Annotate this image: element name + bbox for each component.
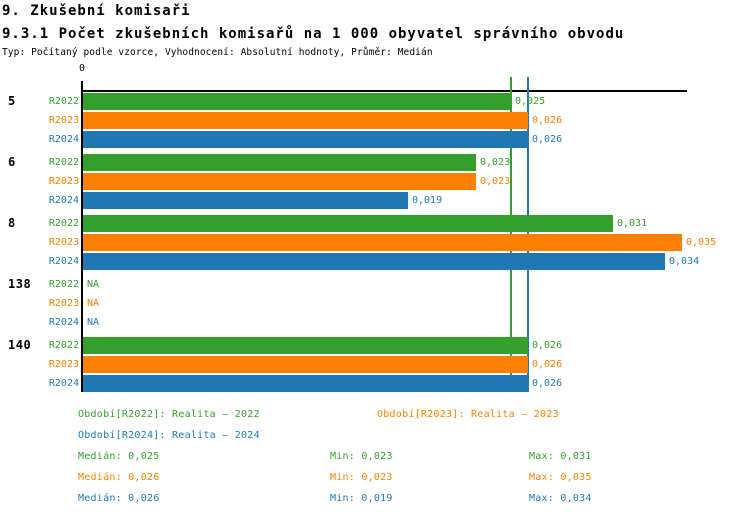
bar-value-label: 0,034 — [669, 256, 700, 267]
bar-value-label: 0,026 — [532, 115, 563, 126]
bar-5-r2023 — [83, 112, 528, 129]
bar-5-r2022 — [83, 93, 511, 110]
bar-6-r2022 — [83, 154, 476, 171]
bar-value-label: 0,035 — [686, 237, 717, 248]
bar-value-label: 0,023 — [480, 176, 511, 187]
bar-value-label: 0,026 — [532, 340, 563, 351]
bar-6-r2024 — [83, 192, 408, 209]
chart-title: 9.3.1 Počet zkušebních komisařů na 1 000… — [2, 26, 625, 42]
bar-value-label: 0,026 — [532, 134, 563, 145]
bar-8-r2022 — [83, 215, 613, 232]
group-label-138: 138 — [8, 277, 32, 291]
stat-min-r2023: Min: 0,023 — [330, 472, 393, 483]
series-label-r2024: R2024 — [48, 317, 79, 328]
stat-max-r2022: Max: 0,031 — [529, 451, 592, 462]
axis-tick — [81, 81, 83, 90]
group-label-5: 5 — [8, 94, 16, 108]
legend-r2023: Období[R2023]: Realita – 2023 — [377, 409, 559, 420]
bar-value-label: 0,026 — [532, 378, 563, 389]
bar-value-label: 0,019 — [412, 195, 443, 206]
axis-origin-label: 0 — [78, 63, 86, 74]
bar-8-r2024 — [83, 253, 665, 270]
bar-140-r2024 — [83, 375, 528, 392]
stat-median-r2022: Medián: 0,025 — [78, 451, 160, 462]
bar-140-r2023 — [83, 356, 528, 373]
bar-value-na: NA — [87, 317, 100, 328]
stat-max-r2023: Max: 0,035 — [529, 472, 592, 483]
axis-left-line — [81, 90, 83, 392]
bar-value-na: NA — [87, 298, 100, 309]
series-label-r2024: R2024 — [48, 256, 79, 267]
bar-value-label: 0,025 — [515, 96, 546, 107]
series-label-r2023: R2023 — [48, 359, 79, 370]
bar-value-label: 0,026 — [532, 359, 563, 370]
page-title: 9. Zkušební komisaři — [2, 3, 191, 19]
series-label-r2022: R2022 — [48, 218, 79, 229]
legend-r2024: Období[R2024]: Realita – 2024 — [78, 430, 260, 441]
series-label-r2023: R2023 — [48, 176, 79, 187]
series-label-r2024: R2024 — [48, 378, 79, 389]
bar-6-r2023 — [83, 173, 476, 190]
bar-8-r2023 — [83, 234, 682, 251]
series-label-r2023: R2023 — [48, 298, 79, 309]
bar-value-label: 0,031 — [617, 218, 648, 229]
stat-median-r2024: Medián: 0,026 — [78, 493, 160, 504]
bar-5-r2024 — [83, 131, 528, 148]
chart-meta: Typ: Počítaný podle vzorce, Vyhodnocení:… — [2, 47, 433, 58]
series-label-r2022: R2022 — [48, 96, 79, 107]
stat-min-r2024: Min: 0,019 — [330, 493, 393, 504]
series-label-r2023: R2023 — [48, 237, 79, 248]
series-label-r2024: R2024 — [48, 195, 79, 206]
stat-min-r2022: Min: 0,023 — [330, 451, 393, 462]
bar-value-label: 0,023 — [480, 157, 511, 168]
group-label-8: 8 — [8, 216, 16, 230]
stat-median-r2023: Medián: 0,026 — [78, 472, 160, 483]
series-label-r2024: R2024 — [48, 134, 79, 145]
axis-top-line — [81, 90, 687, 92]
series-label-r2022: R2022 — [48, 157, 79, 168]
group-label-6: 6 — [8, 155, 16, 169]
bar-140-r2022 — [83, 337, 528, 354]
series-label-r2022: R2022 — [48, 279, 79, 290]
series-label-r2023: R2023 — [48, 115, 79, 126]
bar-value-na: NA — [87, 279, 100, 290]
group-label-140: 140 — [8, 338, 32, 352]
stat-max-r2024: Max: 0,034 — [529, 493, 592, 504]
legend-r2022: Období[R2022]: Realita – 2022 — [78, 409, 260, 420]
series-label-r2022: R2022 — [48, 340, 79, 351]
